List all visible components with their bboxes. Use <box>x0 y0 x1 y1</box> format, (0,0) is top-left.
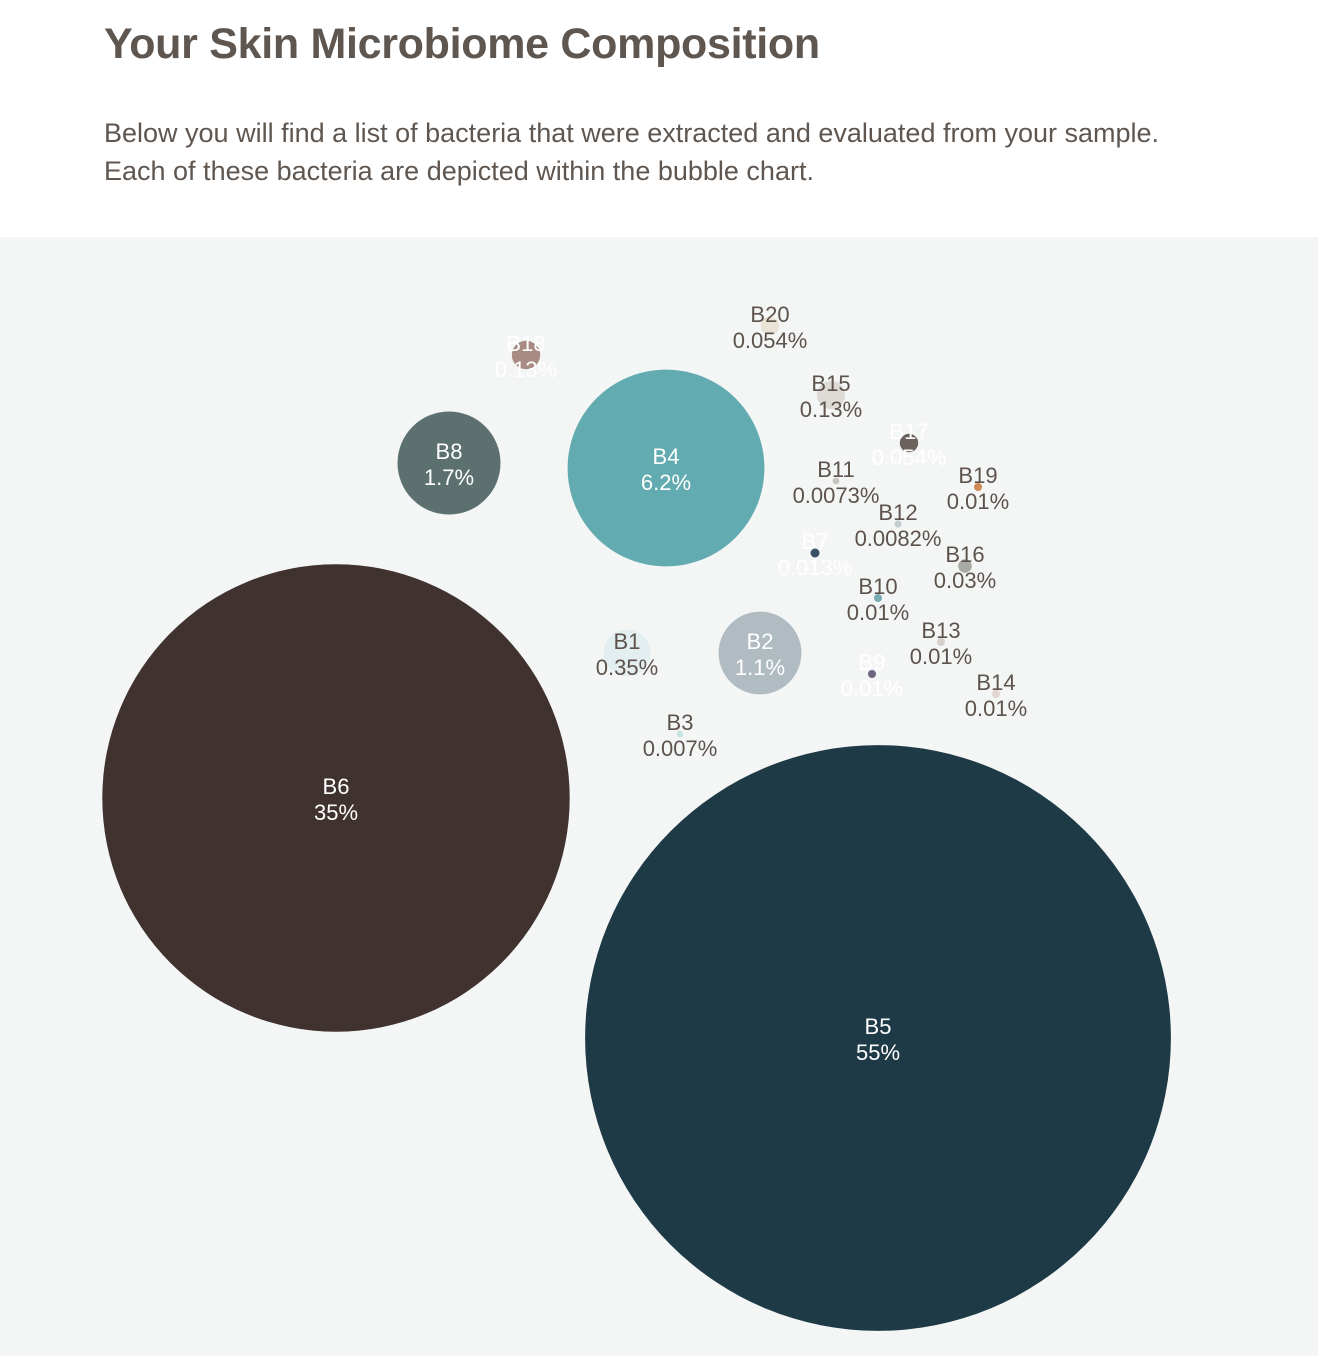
bubble-b10[interactable] <box>874 594 882 602</box>
bubble-name-label: B9 <box>859 650 886 675</box>
bubble-name-label: B15 <box>811 371 850 396</box>
bubble-b15[interactable] <box>816 380 846 410</box>
bubble-name-label: B1 <box>614 629 641 654</box>
bubble-value-label: 1.7% <box>424 465 474 490</box>
bubble-name-label: B16 <box>945 542 984 567</box>
bubble-value-label: 1.1% <box>735 655 785 680</box>
bubble-name-label: B2 <box>747 629 774 654</box>
bubble-value-label: 6.2% <box>641 470 691 495</box>
bubble-name-label: B14 <box>976 670 1015 695</box>
bubble-b17[interactable] <box>899 433 919 453</box>
label-layer: B10.35%B21.1%B30.007%B46.2%B555%B635%B70… <box>314 302 1027 1065</box>
bubble-b11[interactable] <box>832 477 840 485</box>
bubble-value-label: 55% <box>856 1040 900 1065</box>
bubble-name-label: B18 <box>506 331 545 356</box>
bubble-value-label: 0.0073% <box>793 483 880 508</box>
bubble-value-label: 0.054% <box>872 445 947 470</box>
bubble-layer <box>102 316 1171 1331</box>
bubble-name-label: B10 <box>858 574 897 599</box>
bubble-value-label: 0.01% <box>847 600 909 625</box>
bubble-b12[interactable] <box>894 520 902 528</box>
bubble-value-label: 0.03% <box>934 568 996 593</box>
bubble-b3[interactable] <box>676 730 684 738</box>
bubble-b14[interactable] <box>992 690 1000 698</box>
bubble-name-label: B7 <box>802 529 829 554</box>
bubble-b6[interactable] <box>102 564 570 1032</box>
bubble-name-label: B8 <box>436 439 463 464</box>
bubble-value-label: 0.01% <box>910 644 972 669</box>
bubble-name-label: B4 <box>653 444 680 469</box>
bubble-value-label: 0.007% <box>643 736 718 761</box>
bubble-value-label: 0.054% <box>733 328 808 353</box>
bubble-value-label: 0.01% <box>965 696 1027 721</box>
bubble-value-label: 0.01% <box>947 489 1009 514</box>
bubble-b19[interactable] <box>974 483 982 491</box>
bubble-value-label: 35% <box>314 800 358 825</box>
bubble-value-label: 0.013% <box>778 555 853 580</box>
bubble-chart-panel: B1 0.35% B2 1.1% B3 0.007% B4 6.2% B5 55% B6 35% B7 0… <box>0 237 1318 1356</box>
bubble-name-label: B17 <box>889 419 928 444</box>
bubble-b2[interactable] <box>718 611 802 695</box>
bubble-b13[interactable] <box>937 638 945 646</box>
bubble-value-label: 0.35% <box>596 655 658 680</box>
bubble-b9[interactable] <box>868 670 876 678</box>
bubble-name-label: B5 <box>865 1014 892 1039</box>
bubble-name-label: B11 <box>817 457 855 482</box>
bubble-value-label: 0.13% <box>800 397 862 422</box>
bubble-b5[interactable] <box>585 745 1171 1331</box>
bubble-name-label: B12 <box>878 500 917 525</box>
bubble-chart: B10.35%B21.1%B30.007%B46.2%B555%B635%B70… <box>102 302 1171 1331</box>
bubble-value-label: 0.13% <box>495 357 557 382</box>
bubble-b7[interactable] <box>810 548 820 558</box>
intro-text: Below you will find a list of bacteria t… <box>104 118 1160 186</box>
bubble-b20[interactable] <box>760 316 780 336</box>
bubble-b4[interactable] <box>567 369 765 567</box>
bubble-name-label: B19 <box>958 463 997 488</box>
bubble-b18[interactable] <box>511 340 541 370</box>
page-title: Your Skin Microbiome Composition <box>104 20 820 68</box>
bubble-name-label: B20 <box>750 302 789 327</box>
bubble-b1[interactable] <box>603 629 651 677</box>
bubble-name-label: B3 <box>667 710 694 735</box>
bubble-b16[interactable] <box>958 559 972 573</box>
bubble-name-label: B13 <box>921 618 960 643</box>
bubble-b8[interactable] <box>397 411 501 515</box>
bubble-name-label: B6 <box>323 774 350 799</box>
bubble-value-label: 0.01% <box>841 676 903 701</box>
bubble-value-label: 0.0082% <box>855 526 942 551</box>
